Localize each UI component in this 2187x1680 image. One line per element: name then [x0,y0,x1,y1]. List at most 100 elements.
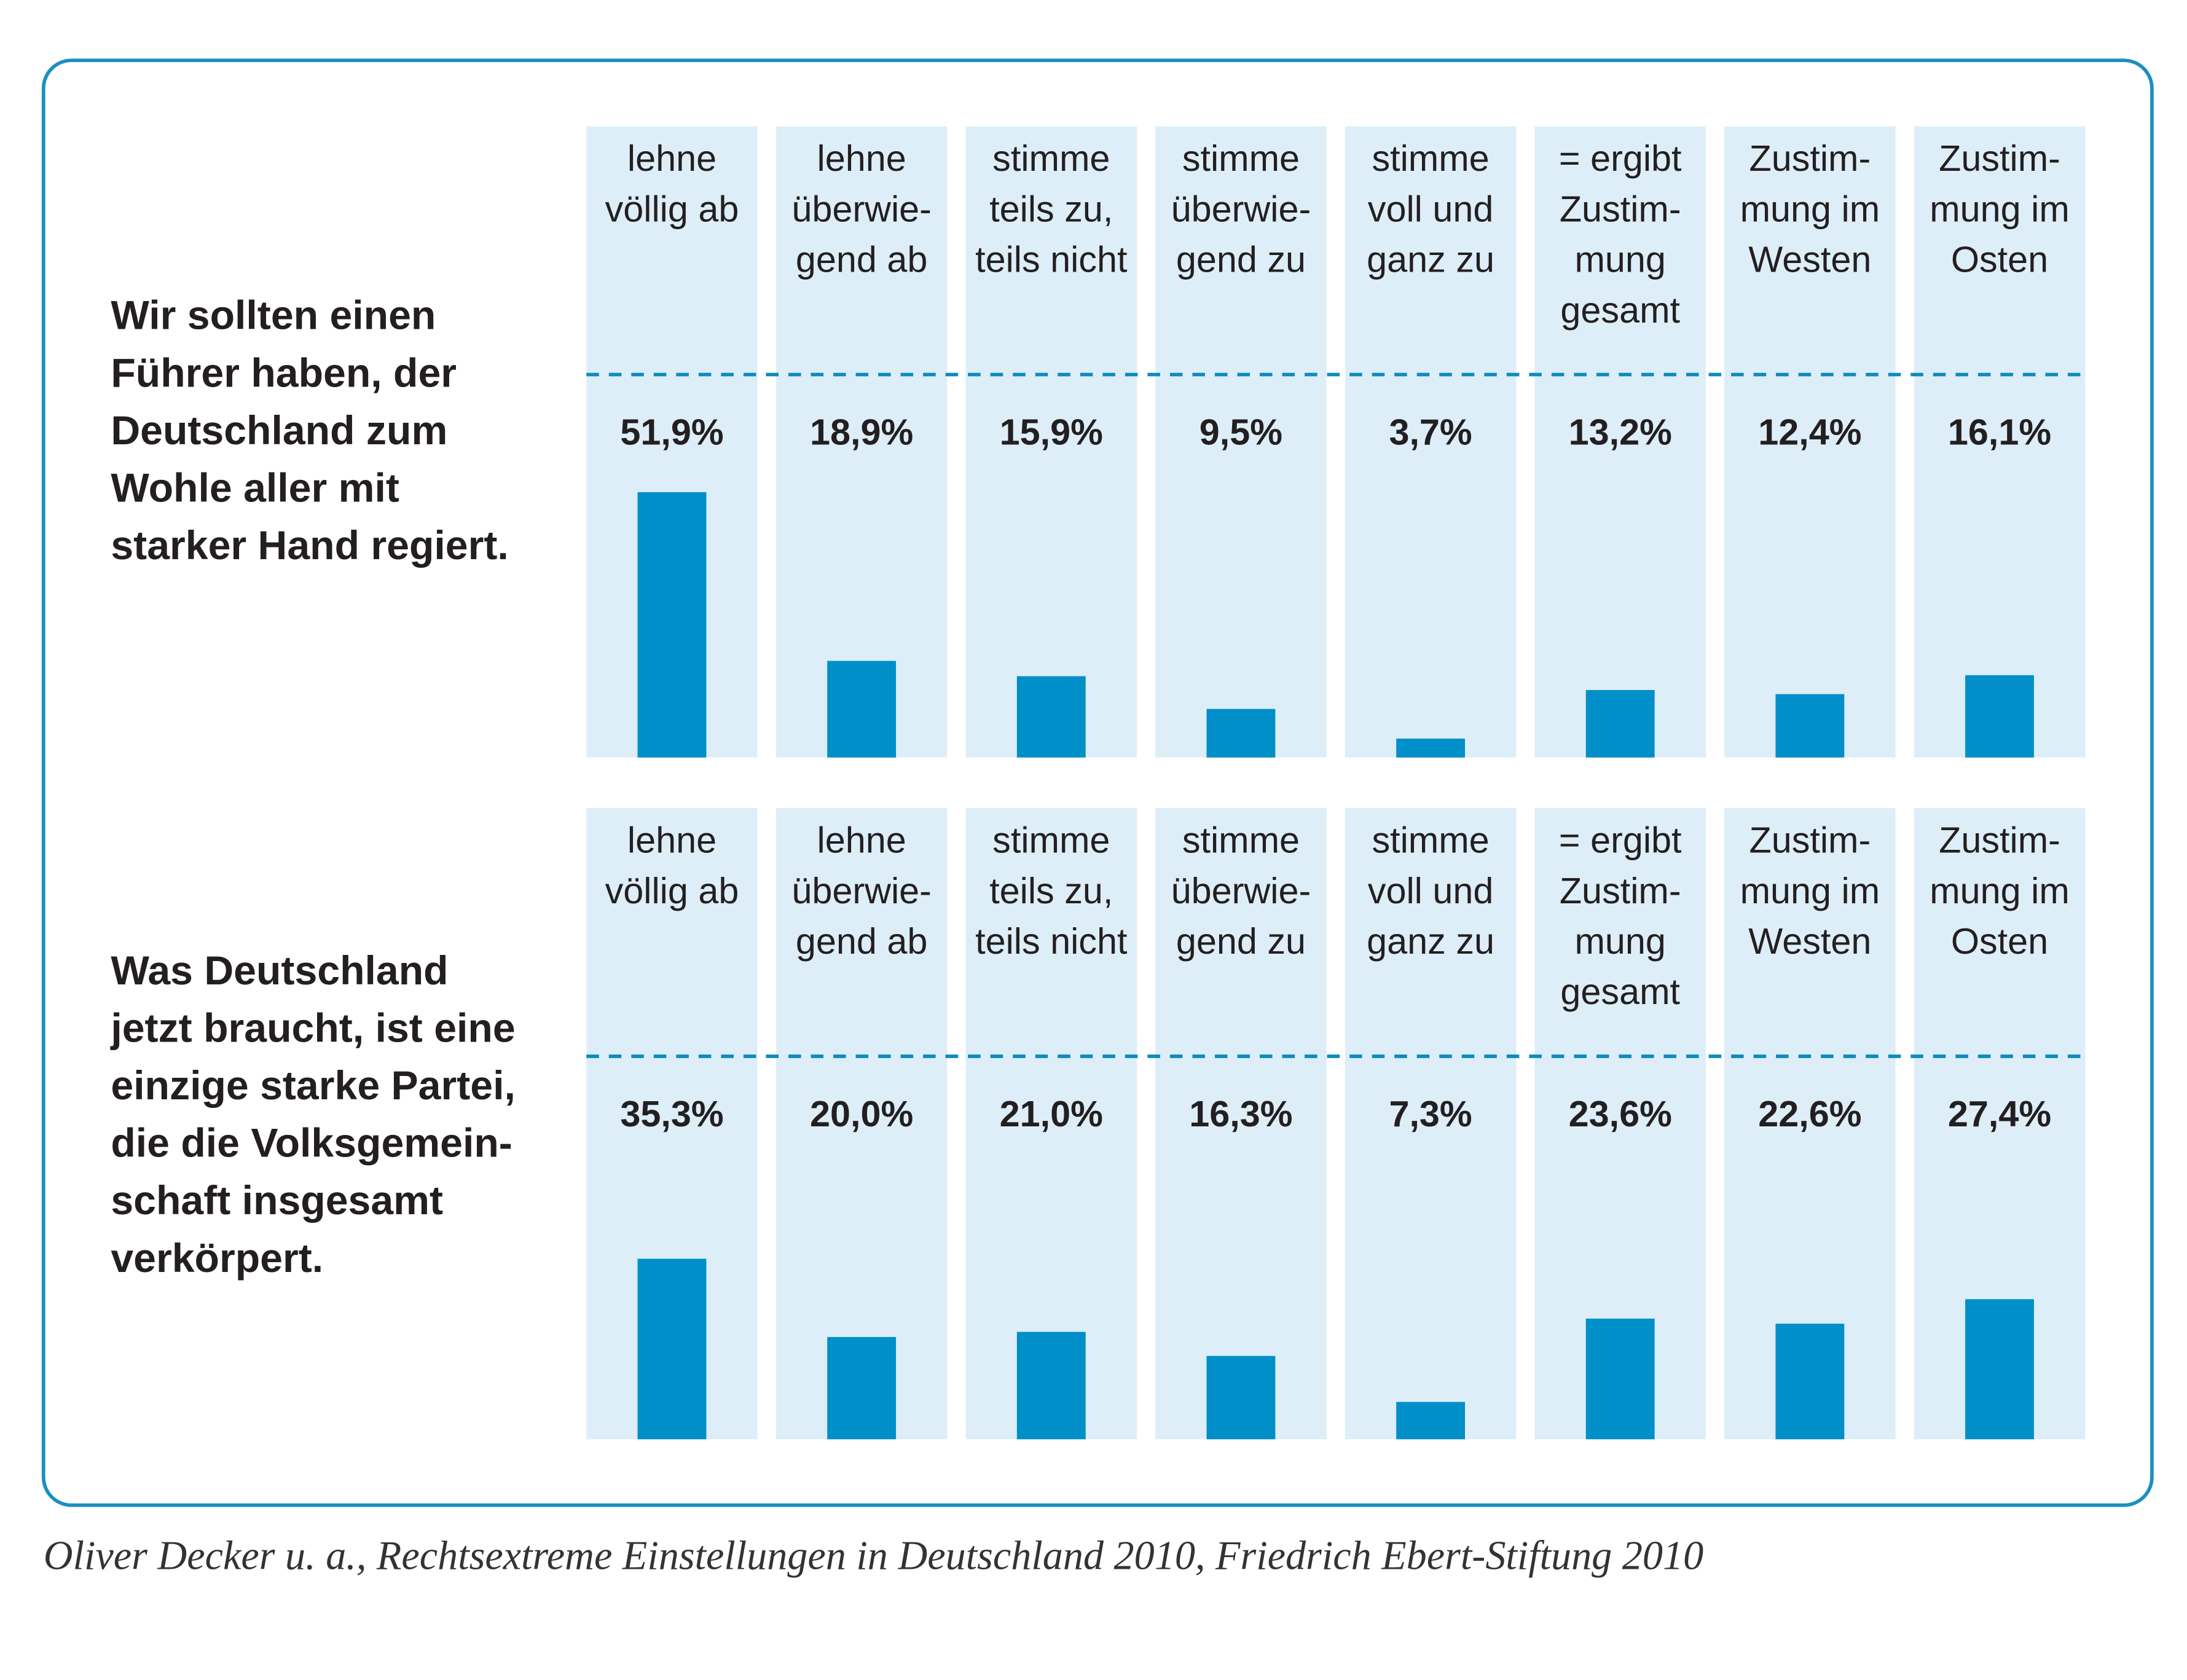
column-bg [1155,126,1327,758]
column-bg [965,126,1137,758]
column-bg [1155,807,1327,1440]
category-label: mung im [1930,870,2070,911]
bar [1965,675,2034,758]
category-label: stimme [1182,138,1300,179]
value-label: 22,6% [1758,1093,1861,1134]
category-label: teils zu, [989,188,1113,229]
category-label: = ergibt [1559,138,1682,179]
category-label: völlig ab [605,188,739,229]
source: Oliver Decker u. a., Rechtsextreme Einst… [44,1534,1703,1579]
category-label: völlig ab [605,870,739,911]
frame [41,58,2154,1507]
value-label: 16,1% [1948,411,2051,452]
bar [1585,1318,1655,1440]
category-label: Zustim- [1939,138,2060,179]
panel-title: einzige starke Partei, [111,1063,516,1109]
bar [1206,1356,1276,1440]
panel-title: Führer haben, der [111,350,457,396]
value-label: 51,9% [620,411,723,452]
column-bg [775,126,948,758]
value-label: 3,7% [1389,411,1472,452]
category-label: = ergibt [1559,820,1682,861]
bar [1016,1332,1086,1440]
value-label: 23,6% [1569,1093,1672,1134]
category-label: Westen [1748,920,1871,962]
category-label: stimme [1372,820,1489,861]
panel-title: jetzt braucht, ist eine [109,1005,515,1051]
value-label: 13,2% [1569,411,1672,452]
category-label: voll und [1368,188,1494,229]
category-label: Zustim- [1749,820,1871,861]
category-label: stimme [992,820,1110,861]
bar [1965,1299,2034,1440]
category-label: gend zu [1176,920,1306,962]
bar [1206,709,1276,758]
panel-title: die die Volksgemein- [111,1121,512,1166]
column-bg [1345,126,1517,758]
category-label: Osten [1951,920,2048,962]
value-label: 21,0% [1000,1093,1103,1134]
category-label: gend zu [1176,239,1306,280]
category-label: lehne [817,138,906,179]
bar [1775,1324,1845,1440]
column-bg [775,807,948,1440]
bar [1396,738,1466,758]
category-label: überwie- [791,188,932,229]
category-label: Zustim- [1749,138,1871,179]
value-label: 27,4% [1948,1093,2051,1134]
category-label: stimme [992,138,1110,179]
category-label: gend ab [796,920,928,962]
bar [1396,1402,1466,1440]
column-bg [1345,807,1517,1440]
bar [1016,676,1086,758]
category-label: mung im [1740,188,1880,229]
panel-title: starker Hand regiert. [111,523,508,568]
category-label: gesamt [1560,289,1680,331]
category-label: stimme [1182,820,1300,861]
category-label: teils zu, [989,870,1113,911]
column-bg [1534,126,1706,758]
category-label: überwie- [791,870,932,911]
value-label: 16,3% [1189,1093,1292,1134]
panel-title: verkörpert. [111,1236,323,1281]
value-label: 35,3% [620,1093,723,1134]
category-label: mung [1574,920,1665,962]
category-label: teils nicht [975,239,1128,280]
value-label: 20,0% [810,1093,913,1134]
category-label: stimme [1372,138,1489,179]
category-label: Osten [1951,239,2048,280]
category-label: ganz zu [1367,239,1494,280]
category-label: überwie- [1171,870,1311,911]
category-label: mung im [1740,870,1880,911]
category-label: teils nicht [975,920,1128,962]
value-label: 12,4% [1758,411,1861,452]
panel-title: Wohle aller mit [111,466,399,511]
bar [1585,689,1655,758]
category-label: gend ab [796,239,928,280]
category-label: gesamt [1560,971,1680,1012]
category-label: lehne [627,138,717,179]
bar [1775,694,1845,758]
category-label: mung [1574,239,1665,280]
category-label: voll und [1368,870,1494,911]
category-label: überwie- [1171,188,1311,229]
value-label: 15,9% [1000,411,1103,452]
panel-title: Deutschland zum [111,408,447,453]
category-label: Westen [1748,239,1871,280]
column-bg [1914,126,2086,758]
category-label: Zustim- [1560,870,1681,911]
category-label: mung im [1930,188,2070,229]
bar [637,492,707,758]
panel-title: Was Deutschland [111,948,448,994]
value-label: 7,3% [1389,1093,1472,1134]
category-label: lehne [627,820,717,861]
column-bg [1724,126,1896,758]
value-label: 9,5% [1200,411,1282,452]
category-label: lehne [817,820,906,861]
category-label: Zustim- [1939,820,2060,861]
value-label: 18,9% [810,411,913,452]
bar [827,1337,897,1440]
bar [827,661,897,758]
panel-title: Wir sollten einen [111,293,436,339]
